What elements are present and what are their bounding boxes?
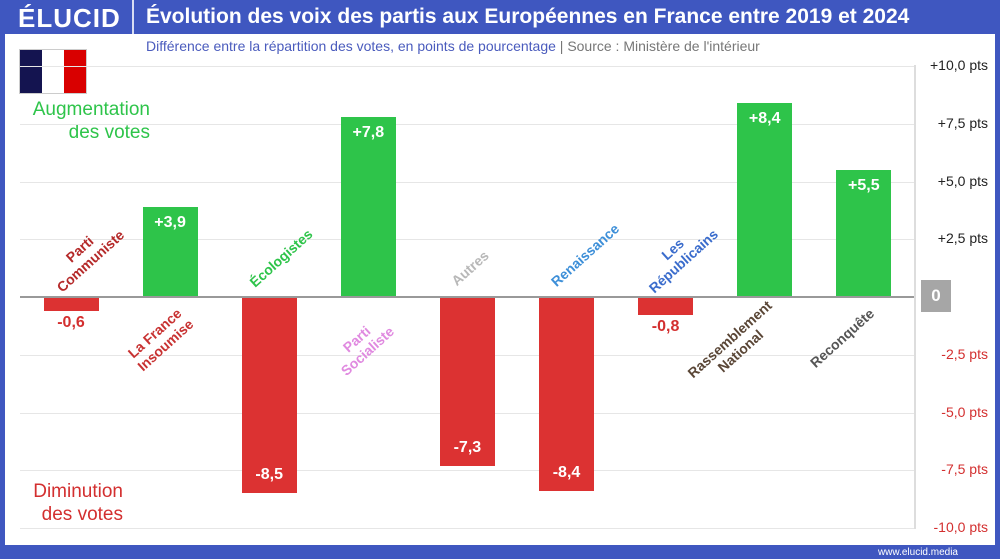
bar xyxy=(340,116,396,297)
zero-label: 0 xyxy=(921,280,951,312)
subtitle-main: Différence entre la répartition des vote… xyxy=(146,38,556,54)
value-label: +5,5 xyxy=(848,176,880,194)
category-label: Reconquête xyxy=(806,305,877,371)
value-label: -8,5 xyxy=(255,466,283,484)
category-label: Autres xyxy=(448,247,493,289)
bar xyxy=(142,206,198,297)
category-label: Parti Socialiste xyxy=(338,322,398,379)
y-tick-label: -7,5 pts xyxy=(941,461,988,478)
category-label: Les Républicains xyxy=(645,225,721,297)
increase-note: Augmentation des votes xyxy=(32,99,150,143)
subtitle-separator: | xyxy=(559,38,564,54)
value-label: -7,3 xyxy=(453,438,482,456)
header-separator xyxy=(132,0,134,34)
bar xyxy=(737,102,793,297)
bar xyxy=(638,297,694,316)
france-flag-icon xyxy=(19,49,87,94)
category-label: Rassemblement National xyxy=(684,297,775,381)
y-tick-label: -5,0 pts xyxy=(941,403,988,420)
bar xyxy=(43,297,99,311)
value-label: -0,6 xyxy=(57,313,85,331)
header: ÉLUCID Évolution des voix des partis aux… xyxy=(0,0,1000,34)
category-label: Renaissance xyxy=(547,220,622,290)
value-label: +7,8 xyxy=(352,123,385,141)
category-label: Écologistes xyxy=(246,225,316,291)
decrease-note: Diminution des votes xyxy=(33,481,123,525)
source: Source : Ministère de l'intérieur xyxy=(567,38,760,54)
value-label: +3,9 xyxy=(154,213,186,231)
chart-title: Évolution des voix des partis aux Europé… xyxy=(146,5,910,28)
gridline xyxy=(20,181,914,183)
footer: www.elucid.media xyxy=(0,545,1000,559)
y-tick-label: -10,0 pts xyxy=(933,519,988,535)
website-url: www.elucid.media xyxy=(877,547,958,558)
gridline xyxy=(20,528,914,529)
gridline xyxy=(20,239,914,241)
zero-line xyxy=(20,296,914,298)
value-label: +8,4 xyxy=(748,109,781,127)
gridline xyxy=(20,66,914,67)
bar xyxy=(836,169,892,297)
subtitle: Différence entre la répartition des vote… xyxy=(146,38,760,54)
category-label: La France Insoumise xyxy=(124,304,197,375)
gridline xyxy=(20,123,914,125)
y-axis-line xyxy=(914,65,916,529)
gridline xyxy=(20,470,914,472)
value-label: -0,8 xyxy=(651,318,680,336)
logo: ÉLUCID xyxy=(18,3,121,33)
y-tick-label: +2,5 pts xyxy=(937,230,988,247)
y-tick-label: +5,0 pts xyxy=(937,172,988,189)
y-tick-label: +10,0 pts xyxy=(930,57,988,73)
bar xyxy=(439,297,495,466)
value-label: -8,4 xyxy=(552,464,581,482)
bar xyxy=(539,297,594,492)
bar xyxy=(241,297,297,494)
y-tick-label: -2,5 pts xyxy=(941,345,988,362)
category-label: Parti Communiste xyxy=(53,226,128,296)
y-tick-label: +7,5 pts xyxy=(937,114,988,131)
